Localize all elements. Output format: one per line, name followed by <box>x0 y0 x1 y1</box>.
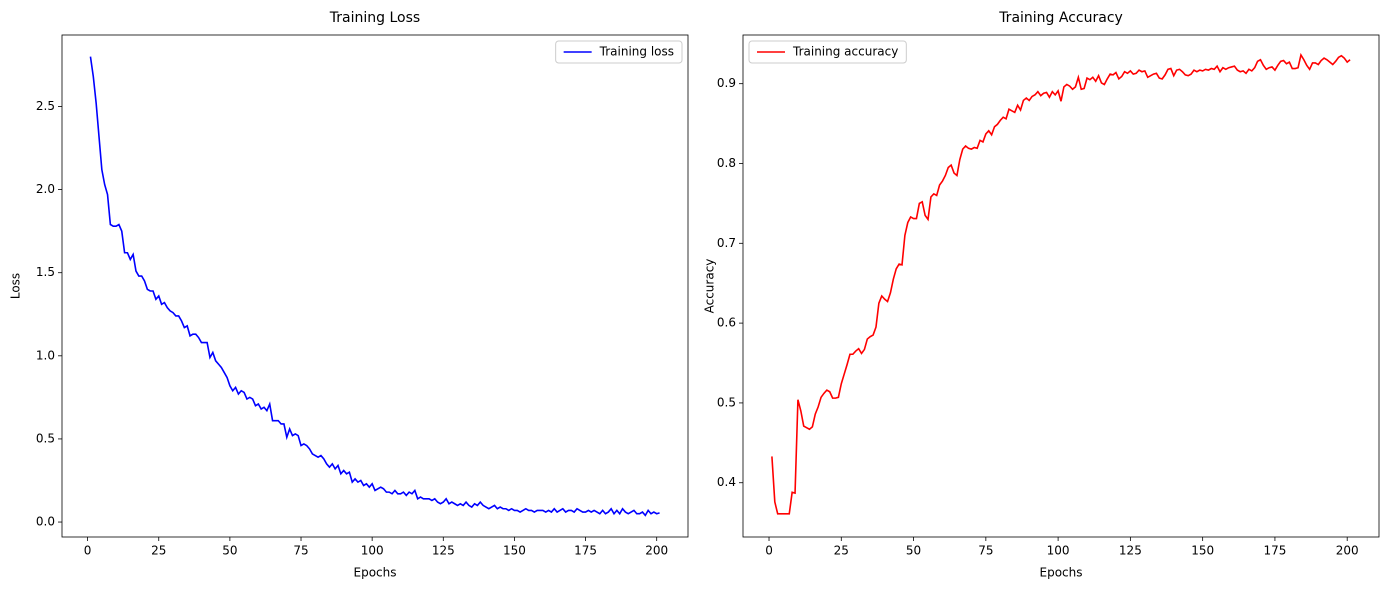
y-tick-label: 0.7 <box>717 236 736 250</box>
legend-frame <box>555 40 683 64</box>
y-tick-label: 0.5 <box>36 431 55 445</box>
x-tick-label: 0 <box>84 544 92 558</box>
y-axis-label: Loss <box>9 273 23 299</box>
y-tick-label: 1.0 <box>36 348 55 362</box>
y-tick-label: 0.8 <box>717 156 736 170</box>
x-tick-label: 50 <box>222 544 237 558</box>
y-tick-label: 1.5 <box>36 265 55 279</box>
x-tick-label: 100 <box>1047 544 1070 558</box>
x-tick-label: 50 <box>906 544 921 558</box>
x-tick-label: 150 <box>1191 544 1214 558</box>
x-tick-label: 150 <box>503 544 526 558</box>
x-tick-label: 175 <box>1263 544 1286 558</box>
plot-area <box>89 56 660 517</box>
x-tick-label: 75 <box>978 544 993 558</box>
data-line <box>89 56 660 517</box>
x-tick-label: 125 <box>1119 544 1142 558</box>
legend: Training accuracy <box>748 40 907 64</box>
x-tick-label: 200 <box>1336 544 1359 558</box>
y-tick-label: 2.5 <box>36 99 55 113</box>
legend-frame <box>748 40 907 64</box>
chart-title: Training Accuracy <box>998 10 1123 26</box>
x-tick-label: 0 <box>765 544 773 558</box>
y-tick-label: 0.4 <box>717 475 736 489</box>
y-tick-label: 0.9 <box>717 76 736 90</box>
x-tick-label: 175 <box>574 544 597 558</box>
x-tick-label: 25 <box>834 544 849 558</box>
legend: Training loss <box>555 40 683 64</box>
x-tick-label: 200 <box>645 544 668 558</box>
y-tick-label: 0.6 <box>717 316 736 330</box>
x-axis-label: Epochs <box>1040 566 1083 580</box>
y-tick-label: 0.5 <box>717 395 736 409</box>
legend-label: Training accuracy <box>792 45 898 59</box>
legend-label: Training loss <box>599 45 674 59</box>
y-axis-label: Accuracy <box>703 259 717 314</box>
x-axis-label: Epochs <box>354 566 397 580</box>
axes-frame <box>742 34 1380 538</box>
x-tick-label: 125 <box>432 544 455 558</box>
axes-frame <box>61 34 689 538</box>
data-line <box>771 52 1351 515</box>
y-tick-label: 2.0 <box>36 182 55 196</box>
chart-title: Training Loss <box>329 10 420 26</box>
y-tick-label: 0.0 <box>36 515 55 529</box>
plot-area <box>771 52 1351 515</box>
x-tick-label: 100 <box>361 544 384 558</box>
x-tick-label: 75 <box>293 544 308 558</box>
x-tick-label: 25 <box>151 544 166 558</box>
